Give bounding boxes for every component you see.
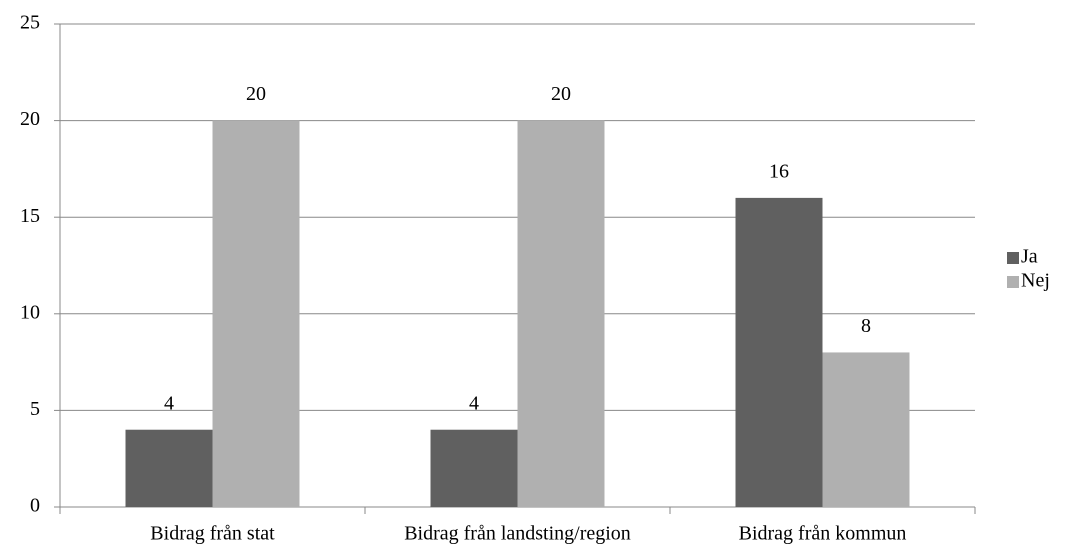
data-label: 4 bbox=[469, 392, 479, 414]
bar bbox=[125, 429, 213, 507]
x-tick-label: Bidrag från kommun bbox=[739, 523, 907, 545]
x-tick-label: Bidrag från stat bbox=[150, 523, 275, 545]
bar bbox=[212, 120, 300, 507]
y-tick-label: 10 bbox=[20, 301, 40, 323]
legend-label: Ja bbox=[1021, 246, 1038, 268]
data-label: 20 bbox=[551, 83, 571, 105]
data-label: 8 bbox=[861, 315, 871, 337]
x-tick-label: Bidrag från landsting/region bbox=[404, 523, 631, 545]
data-label: 16 bbox=[769, 160, 789, 182]
legend-label: Nej bbox=[1021, 270, 1050, 292]
y-tick-label: 20 bbox=[20, 108, 40, 130]
legend-swatch bbox=[1007, 252, 1019, 264]
bar bbox=[822, 352, 910, 507]
legend-swatch bbox=[1007, 276, 1019, 288]
data-label: 20 bbox=[246, 83, 266, 105]
y-tick-label: 5 bbox=[30, 398, 40, 420]
data-label: 4 bbox=[164, 392, 174, 414]
bar bbox=[517, 120, 605, 507]
bar bbox=[735, 197, 823, 507]
y-tick-label: 0 bbox=[30, 495, 40, 517]
y-tick-label: 15 bbox=[20, 205, 40, 227]
bar bbox=[430, 429, 518, 507]
y-tick-label: 25 bbox=[20, 12, 40, 34]
